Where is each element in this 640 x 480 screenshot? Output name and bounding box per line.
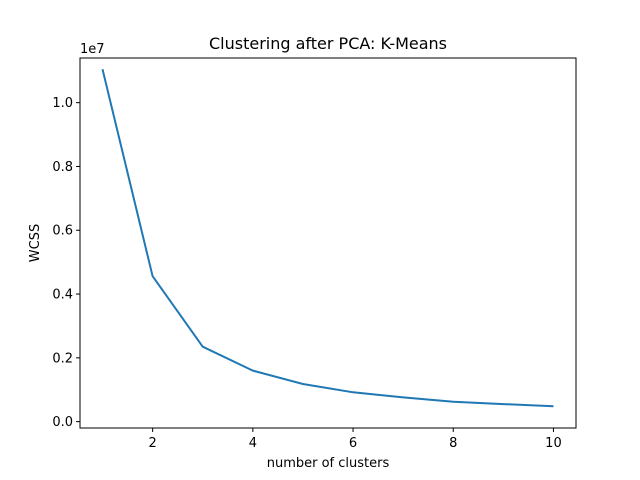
y-tick-label: 0.4 xyxy=(52,288,73,303)
wcss-series-line xyxy=(101,68,554,408)
y-tick-label: 0.2 xyxy=(52,351,73,366)
axes-frame xyxy=(79,57,577,429)
y-tick-label: 1.0 xyxy=(52,96,73,111)
x-tick-label: 10 xyxy=(545,436,562,451)
x-tick-label: 2 xyxy=(149,436,157,451)
y-tick-label: 0.0 xyxy=(52,415,73,430)
chart-title: Clustering after PCA: K-Means xyxy=(209,34,447,53)
y-axis-offset-label: 1e7 xyxy=(80,42,105,57)
x-tick-label: 8 xyxy=(449,436,457,451)
x-tick-label: 6 xyxy=(349,436,357,451)
y-tick-label: 0.6 xyxy=(52,224,73,239)
y-axis-label: WCSS xyxy=(28,224,43,262)
y-tick-label: 0.8 xyxy=(52,160,73,175)
x-tick-label: 4 xyxy=(249,436,257,451)
plot-area: 2 4 6 8 10 0.0 0.2 0.4 0.6 0.8 1.0 xyxy=(52,68,562,451)
x-axis-label: number of clusters xyxy=(267,456,390,471)
